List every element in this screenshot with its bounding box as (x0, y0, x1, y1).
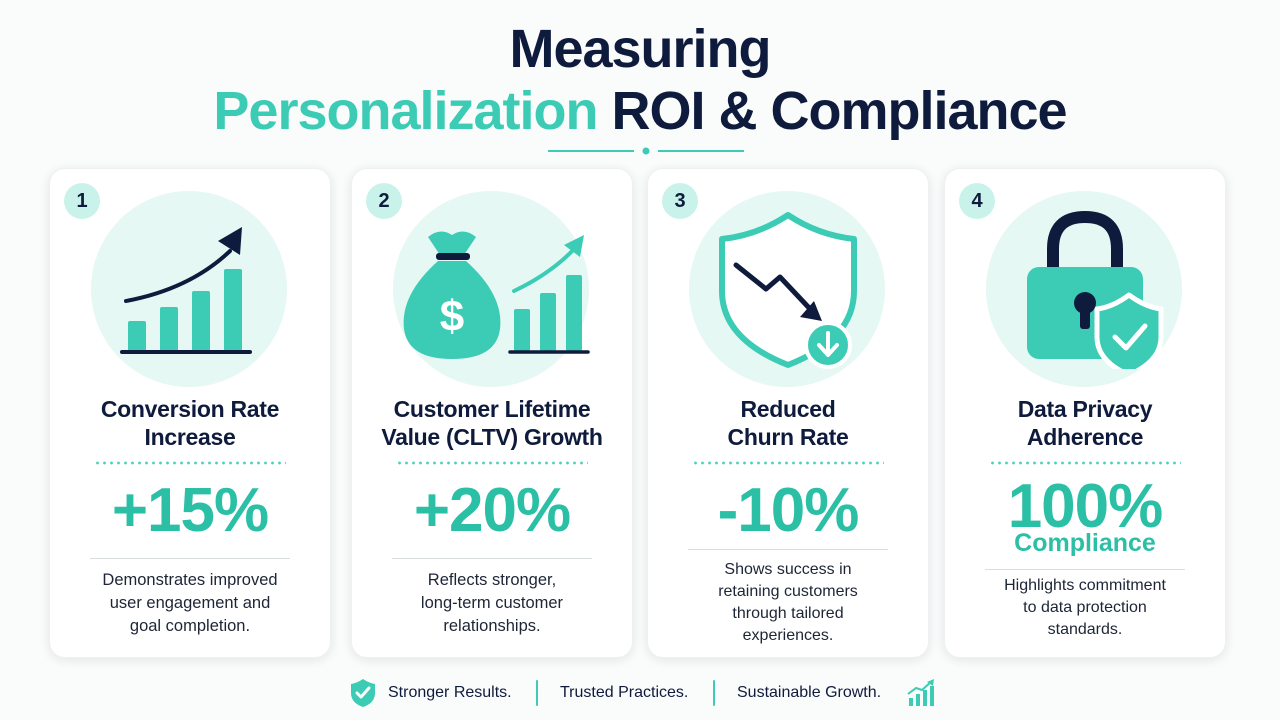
card-number-badge: 3 (662, 183, 698, 219)
footer-item-growth: Sustainable Growth. (737, 684, 882, 701)
card-number-badge: 4 (959, 183, 995, 219)
card-number-badge: 2 (366, 183, 402, 219)
metric-value: +15% (111, 476, 269, 545)
card-number-badge: 1 (64, 183, 100, 219)
card-description: Demonstrates improved user engagement an… (102, 571, 278, 635)
rule-divider (90, 558, 290, 559)
page-title-line2: Personalization ROI & Compliance (0, 80, 1280, 142)
money-bag-growth-icon: $ (403, 231, 590, 359)
footer-item-practices: Trusted Practices. (560, 684, 689, 701)
dotted-divider (989, 461, 1181, 465)
card-description: Shows success in retaining customers thr… (718, 561, 858, 644)
metric-value: -10% (717, 476, 860, 545)
card-description: Reflects stronger, long-term customer re… (420, 571, 564, 635)
footer-tagline: Stronger Results. Trusted Practices. Sus… (0, 676, 1280, 712)
card-title: Customer Lifetime Value (CLTV) Growth (381, 396, 603, 450)
footer-separator (536, 680, 538, 706)
shield-check-icon (351, 679, 375, 707)
rule-divider (688, 549, 888, 550)
dotted-divider (396, 461, 588, 465)
padlock-shield-check-icon (1027, 210, 1164, 369)
icon-halo (91, 191, 287, 387)
bar-chart-trend-up-icon (120, 227, 252, 354)
metric-subtitle: Compliance (1014, 529, 1156, 557)
shield-down-arrow-icon (719, 212, 857, 369)
metric-card-churn: 3 Reduced Churn Rate -10% Shows success … (647, 168, 929, 658)
footer-item-results: Stronger Results. (388, 684, 512, 701)
title-divider (548, 147, 744, 155)
metric-value: +20% (413, 476, 571, 545)
card-title: Data Privacy Adherence (1017, 396, 1153, 450)
page-title-rest: ROI & Compliance (611, 81, 1068, 141)
rule-divider (392, 558, 592, 559)
rule-divider (985, 569, 1185, 570)
card-description: Highlights commitment to data protection… (1004, 577, 1166, 638)
svg-text:$: $ (440, 292, 464, 341)
card-title: Reduced Churn Rate (727, 396, 849, 450)
growth-chart-icon (907, 679, 934, 706)
page-title-line1: Measuring (509, 19, 771, 79)
dotted-divider (94, 461, 286, 465)
page-title-accent: Personalization (213, 81, 598, 141)
metric-value: 100% (1007, 472, 1164, 541)
card-title: Conversion Rate Increase (100, 396, 280, 450)
footer-separator (713, 680, 715, 706)
metric-card-cltv: 2 $ Customer Lifetime Value (CLTV) Growt… (351, 168, 633, 658)
dotted-divider (692, 461, 884, 465)
metric-card-conversion: 1 Conversion Rate Increase +15% Demonstr… (49, 168, 331, 658)
metric-card-privacy: 4 Data Privacy Adherence 100% Compliance… (944, 168, 1226, 658)
